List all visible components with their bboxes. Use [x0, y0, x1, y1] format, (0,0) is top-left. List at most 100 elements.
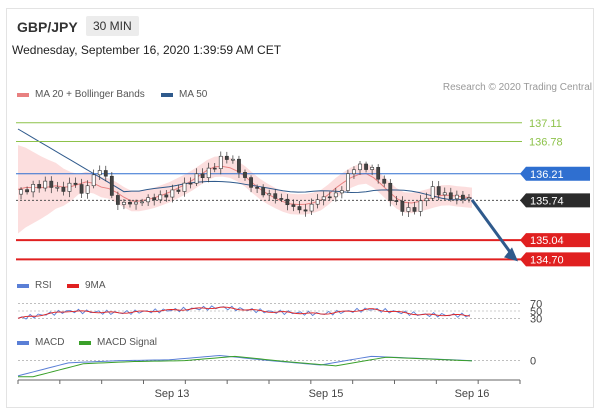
- candle-body: [436, 186, 441, 196]
- candle-body: [406, 207, 411, 212]
- candle-body: [394, 200, 399, 202]
- legend-ma20-swatch: [17, 92, 29, 97]
- candle-body: [37, 184, 42, 189]
- candle-body: [122, 201, 126, 205]
- candle-body: [249, 177, 253, 188]
- candle-body: [285, 198, 290, 206]
- candle-body: [152, 197, 157, 201]
- candle-body: [267, 193, 272, 196]
- candle-body: [97, 170, 102, 176]
- candle-body: [224, 155, 229, 160]
- candle-body: [261, 187, 266, 196]
- legend-ma20-label: MA 20 + Bollinger Bands: [35, 89, 145, 100]
- level-label-137.11: 137.11: [529, 118, 562, 130]
- currency-pair: GBP/JPY: [17, 19, 78, 35]
- candle-body: [424, 197, 429, 202]
- candle-body: [327, 196, 332, 199]
- timestamp: Wednesday, September 16, 2020 1:39:59 AM…: [12, 43, 282, 57]
- legend-rsi-ma: 9MA: [67, 280, 106, 291]
- level-label-134.70: 134.70: [530, 254, 564, 266]
- candle-body: [218, 155, 223, 169]
- candle-body: [200, 173, 205, 179]
- legend-macd-label: MACD: [35, 337, 65, 348]
- candle-body: [158, 194, 163, 201]
- macd-tick-0: 0: [530, 356, 536, 368]
- candle-body: [315, 199, 320, 205]
- candle-body: [176, 189, 181, 192]
- candle-body: [309, 203, 314, 212]
- candle-body: [339, 190, 344, 194]
- candle-body: [134, 201, 138, 205]
- candle-body: [188, 182, 193, 185]
- candle-body: [279, 198, 284, 200]
- x-tick-label: Sep 13: [155, 388, 190, 400]
- timeframe-badge[interactable]: 30 MIN: [86, 16, 139, 36]
- forecast-arrow-head: [504, 247, 518, 262]
- candle-body: [31, 184, 36, 193]
- candle-body: [297, 206, 302, 211]
- candle-body: [382, 178, 387, 184]
- candle-body: [418, 200, 423, 212]
- legend-macd-signal-label: MACD Signal: [97, 337, 158, 348]
- candle-body: [67, 182, 72, 192]
- candle-body: [333, 192, 338, 198]
- candle-body: [461, 194, 465, 200]
- x-tick-label: Sep 15: [309, 388, 344, 400]
- candle-body: [243, 172, 247, 178]
- candle-body: [467, 197, 471, 200]
- candle-body: [364, 163, 368, 170]
- x-tick-label: Sep 16: [455, 388, 490, 400]
- level-label-136.78: 136.78: [529, 136, 563, 148]
- rsi-tick-70: 70: [530, 299, 542, 311]
- legend-ma20: MA 20 + Bollinger Bands: [17, 89, 145, 100]
- candle-body: [73, 182, 78, 185]
- candle-body: [358, 163, 362, 171]
- candle-body: [291, 204, 296, 207]
- rsi-ma-line: [17, 306, 471, 319]
- credit-text: Research © 2020 Trading Central: [442, 82, 592, 93]
- legend-rsi-label: RSI: [35, 280, 52, 291]
- candle-body: [237, 158, 241, 173]
- level-label-135.04: 135.04: [530, 235, 564, 247]
- level-label-136.21: 136.21: [530, 169, 564, 181]
- legend-macd: MACD: [17, 337, 64, 348]
- level-badge-135.74: [520, 193, 590, 208]
- legend-macd-signal-swatch: [79, 340, 91, 345]
- candle-body: [164, 194, 169, 198]
- candle-body: [115, 195, 120, 205]
- macd-signal-line: [18, 355, 473, 378]
- candle-body: [43, 180, 48, 189]
- level-badge-134.70: [520, 252, 590, 267]
- candle-body: [194, 173, 199, 184]
- level-label-135.74: 135.74: [530, 195, 564, 207]
- candle-body: [448, 192, 453, 200]
- candle-body: [146, 197, 151, 203]
- candle-body: [273, 193, 278, 199]
- rsi-tick-50: 50: [530, 306, 542, 318]
- chart-header: GBP/JPY 30 MIN: [7, 9, 593, 43]
- candle-body: [25, 189, 29, 193]
- legend-rsi-swatch: [17, 283, 29, 288]
- legend-ma50-label: MA 50: [179, 89, 208, 100]
- legend-rsi-ma-label: 9MA: [85, 280, 106, 291]
- candle-body: [352, 169, 356, 175]
- legend-macd-swatch: [17, 340, 29, 345]
- legend-rsi-ma-swatch: [67, 283, 79, 288]
- candle-body: [412, 207, 417, 212]
- candle-body: [182, 182, 187, 192]
- candle-body: [321, 196, 326, 201]
- candle-body: [55, 186, 60, 189]
- candle-body: [103, 170, 108, 177]
- legend-rsi: RSI: [17, 280, 52, 291]
- candle-body: [303, 209, 308, 212]
- candle-body: [109, 175, 114, 196]
- candle-body: [170, 189, 175, 198]
- macd-line: [17, 354, 473, 377]
- candle-body: [255, 187, 260, 189]
- legend-ma50-swatch: [161, 92, 173, 97]
- candle-body: [79, 184, 84, 194]
- candle-body: [206, 167, 211, 179]
- candle-body: [49, 180, 54, 188]
- candle-body: [400, 200, 405, 212]
